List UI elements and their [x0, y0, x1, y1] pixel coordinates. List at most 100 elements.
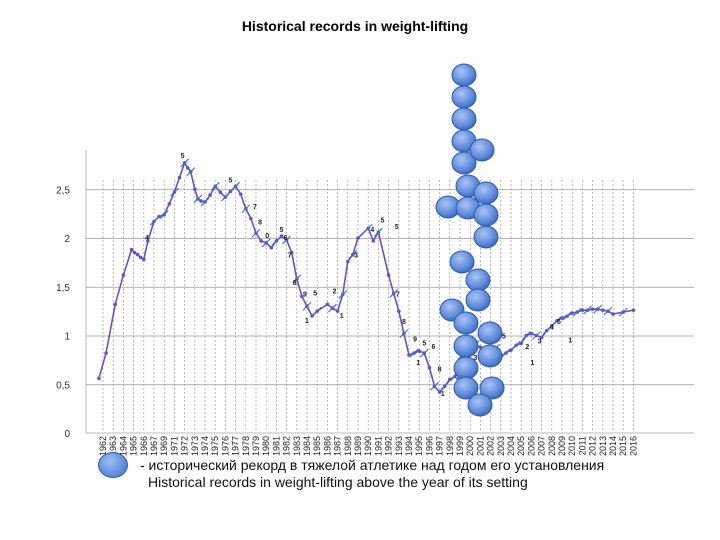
arrow-tick-88 [552, 316, 562, 326]
x-tick-label-1987: 1987 [333, 436, 343, 456]
x-tick-label-1981: 1981 [271, 436, 281, 456]
x-tick-label-2004: 2004 [506, 436, 516, 456]
data-point-0-2 [113, 302, 118, 307]
arrow-tick-16 [180, 158, 189, 168]
x-tick-label-2006: 2006 [526, 436, 536, 456]
data-point-0-5 [132, 250, 137, 255]
y-tick-label-2: 1 [64, 332, 70, 343]
data-point-0-83 [529, 331, 534, 336]
x-tick-label-1980: 1980 [261, 436, 271, 456]
arrow-tick-30 [241, 204, 251, 214]
data-point-0-39 [289, 250, 294, 255]
x-tick-label-2010: 2010 [567, 436, 577, 456]
point-label-28: 3 [473, 355, 477, 362]
record-marker-21 [479, 376, 505, 400]
record-marker-19 [477, 344, 503, 368]
arrow-tick-80 [511, 340, 521, 350]
x-tick-label-1967: 1967 [149, 436, 159, 456]
y-axis: 0 0,5 1 1,5 2 2,5 [56, 185, 70, 440]
data-point-0-19 [193, 187, 197, 192]
x-tick-label-1983: 1983 [292, 436, 302, 456]
arrow-tick-12 [159, 210, 169, 219]
data-point-0-33 [259, 239, 263, 243]
point-label-22: 5 [422, 340, 426, 347]
y-tick-label-5: 2,5 [56, 185, 70, 196]
x-tick-label-1995: 1995 [414, 436, 424, 456]
arrow-tick-36 [272, 236, 281, 246]
arrow-tick-38 [282, 235, 291, 245]
point-label-30: 5 [502, 333, 506, 340]
data-point-0-37 [279, 234, 284, 238]
arrow-tick-82 [521, 331, 531, 340]
point-label-0: 4 [145, 235, 149, 242]
point-label-24: 6 [432, 344, 436, 351]
data-point-0-27 [228, 189, 233, 193]
data-point-0-93 [580, 308, 585, 312]
point-label-32: 2 [525, 344, 529, 351]
point-label-33: 3 [538, 338, 542, 345]
data-point-0-7 [138, 255, 143, 260]
x-tick-label-2001: 2001 [475, 436, 485, 456]
data-point-0-45 [325, 302, 330, 307]
x-tick-label-1963: 1963 [108, 436, 118, 456]
x-tick-label-1994: 1994 [404, 436, 414, 456]
x-tick-label-1974: 1974 [200, 436, 210, 456]
arrow-tick-90 [562, 311, 572, 321]
legend-text-en: Historical records in weight-lifting abo… [148, 474, 528, 490]
arrow-tick-78 [501, 348, 511, 358]
x-tick-label-1962: 1962 [98, 436, 108, 456]
arrow-tick-26 [221, 192, 230, 202]
x-tick-label-2013: 2013 [598, 436, 608, 456]
record-marker-1 [451, 85, 477, 109]
record-marker-12 [449, 250, 475, 274]
data-point-0-95 [590, 307, 595, 311]
point-label-5: 0 [265, 233, 269, 240]
arrow-tick-28 [231, 181, 240, 191]
arrow-tick-22 [200, 197, 210, 207]
x-tick-label-2008: 2008 [547, 436, 557, 456]
arrow-tick-18 [186, 167, 196, 177]
x-tick-label-2005: 2005 [516, 436, 526, 456]
arrow-tick-58 [399, 329, 409, 338]
arrow-tick-60 [409, 348, 419, 358]
arrow-tick-84 [532, 331, 541, 340]
data-point-0-43 [310, 314, 314, 318]
x-tick-label-2016: 2016 [628, 436, 638, 456]
point-label-14: 1 [340, 313, 344, 320]
arrow-tick-46 [328, 303, 337, 313]
y-tick-label-1: 0,5 [56, 380, 70, 391]
x-tick-label-2000: 2000 [465, 436, 475, 456]
arrow-tick-40 [292, 274, 302, 284]
record-marker-13 [465, 268, 491, 292]
x-axis: 1962 1963 1964 1965 1966 1967 1969 1971 1972 1973… [98, 436, 638, 456]
x-tick-label-1966: 1966 [139, 436, 149, 456]
point-label-3: 7 [253, 204, 257, 211]
x-tick-label-1997: 1997 [435, 436, 445, 456]
point-label-11: 5 [313, 291, 317, 298]
data-point-0-13 [167, 202, 172, 206]
point-label-26: 1 [441, 391, 445, 398]
arrow-tick-54 [374, 227, 383, 237]
record-marker-18 [453, 334, 479, 358]
data-point-0-29 [238, 192, 243, 196]
x-tick-label-2007: 2007 [537, 436, 547, 456]
x-tick-label-2002: 2002 [486, 436, 496, 456]
arrow-tick-92 [572, 307, 582, 317]
arrow-tick-44 [312, 306, 322, 316]
record-marker-17 [477, 321, 503, 345]
data-point-0-89 [560, 316, 564, 320]
chart-title: Historical records in weight-lifting [241, 18, 469, 34]
arrow-tick-56 [389, 289, 399, 298]
point-label-4: 8 [258, 219, 262, 226]
data-point-0-31 [249, 216, 253, 221]
arrow-tick-62 [419, 348, 429, 358]
record-marker-10 [473, 203, 499, 227]
x-tick-label-1993: 1993 [394, 436, 404, 456]
data-point-0-81 [519, 341, 523, 346]
record-marker-5 [469, 138, 495, 162]
data-point-0-53 [371, 239, 376, 243]
point-label-6: 5 [280, 227, 284, 234]
data-point-0-1 [104, 351, 108, 355]
x-tick-label-1978: 1978 [241, 436, 251, 456]
